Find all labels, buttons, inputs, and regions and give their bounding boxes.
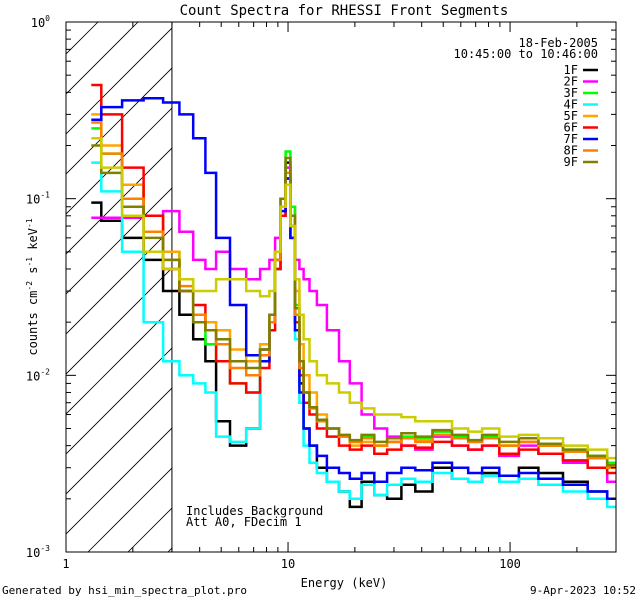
plot-frame [65, 21, 617, 553]
y-tick-label: 10-2 [26, 367, 50, 383]
legend-label-8f: 8F [564, 144, 578, 158]
axis-ticks: 1 10 100 100 10-1 10-2 10-3 [26, 14, 617, 571]
legend-label-1f: 1F [564, 63, 578, 77]
y-tick-label: 10-1 [26, 191, 50, 207]
excluded-energy-hatch [66, 22, 173, 552]
series-line-6f [91, 83, 616, 475]
series-line-extra [91, 136, 616, 460]
note-attenuator: Att A0, FDecim 1 [186, 515, 302, 529]
legend-label-2f: 2F [564, 75, 578, 89]
series-lines [91, 83, 616, 509]
x-tick-label: 1 [62, 557, 69, 571]
generated-timestamp: 9-Apr-2023 10:52 [530, 584, 636, 597]
legend-label-3f: 3F [564, 86, 578, 100]
legend: 18-Feb-2005 10:45:00 to 10:46:00 1F2F3F4… [454, 36, 599, 169]
x-axis-label: Energy (keV) [301, 576, 388, 590]
generator-credit: Generated by hsi_min_spectra_plot.pro [2, 584, 248, 597]
legend-label-6f: 6F [564, 121, 578, 135]
x-tick-label: 100 [499, 557, 521, 571]
date-label: 18-Feb-2005 [519, 36, 598, 50]
legend-label-7f: 7F [564, 132, 578, 146]
series-line-9f [91, 144, 616, 467]
legend-label-9f: 9F [564, 155, 578, 169]
note-background: Includes Background [186, 504, 323, 518]
y-tick-label: 10-3 [26, 544, 50, 560]
series-line-1f [91, 161, 616, 509]
series-line-8f [91, 121, 616, 469]
series-line-4f [91, 161, 616, 509]
legend-label-5f: 5F [564, 109, 578, 123]
y-tick-label: 100 [31, 14, 50, 30]
time-range-label: 10:45:00 to 10:46:00 [454, 47, 599, 61]
hatch-lines [66, 22, 172, 552]
legend-label-4f: 4F [564, 98, 578, 112]
chart-title: Count Spectra for RHESSI Front Segments [180, 3, 509, 19]
series-line-7f [91, 97, 616, 501]
series-line-3f [91, 127, 616, 465]
x-tick-label: 10 [281, 557, 295, 571]
y-axis-label: counts cm-2 s-1 keV-1 [25, 218, 40, 355]
